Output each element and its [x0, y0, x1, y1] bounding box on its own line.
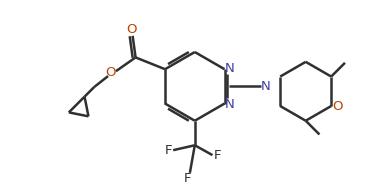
Text: F: F: [214, 149, 221, 162]
Text: F: F: [164, 144, 172, 157]
Text: O: O: [126, 23, 137, 36]
Text: O: O: [105, 66, 115, 79]
Text: N: N: [261, 80, 270, 93]
Text: F: F: [184, 172, 192, 185]
Text: N: N: [225, 62, 234, 75]
Text: O: O: [332, 100, 342, 113]
Text: N: N: [225, 98, 234, 111]
